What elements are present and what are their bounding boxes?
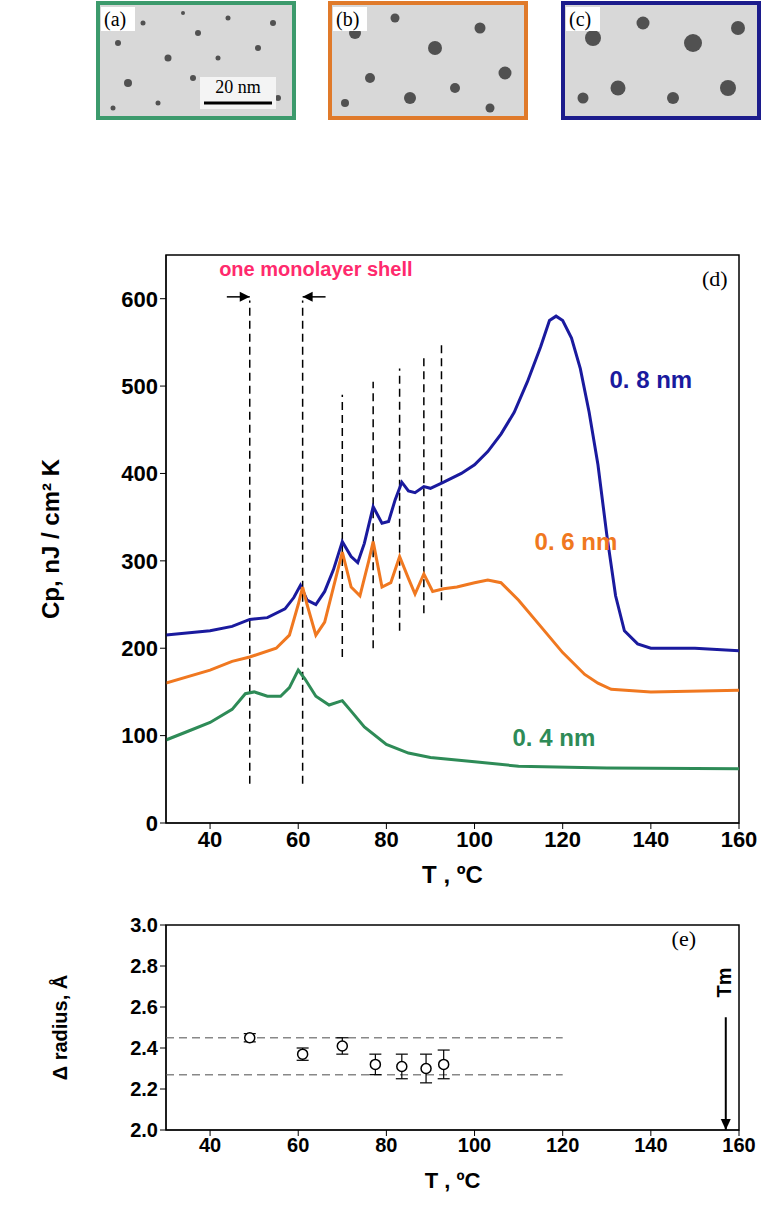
svg-text:(d): (d) [702,266,728,291]
svg-text:Tm: Tm [713,967,735,997]
svg-text:one monolayer shell: one monolayer shell [219,258,412,280]
svg-text:400: 400 [121,461,158,486]
svg-text:100: 100 [456,827,493,852]
svg-text:140: 140 [634,1134,667,1156]
svg-text:100: 100 [458,1134,491,1156]
svg-text:120: 120 [544,827,581,852]
svg-text:0. 4 nm: 0. 4 nm [513,724,596,751]
svg-text:0. 6 nm: 0. 6 nm [535,528,618,555]
svg-text:2.0: 2.0 [130,1119,158,1141]
svg-text:2.2: 2.2 [130,1078,158,1100]
svg-text:160: 160 [721,827,758,852]
svg-text:20 nm: 20 nm [215,77,261,97]
svg-text:600: 600 [121,287,158,312]
svg-text:500: 500 [121,374,158,399]
svg-text:2.4: 2.4 [130,1037,159,1059]
svg-text:3.0: 3.0 [130,914,158,936]
svg-text:Δ radius, Å: Δ radius, Å [48,975,71,1081]
svg-text:80: 80 [375,1134,397,1156]
svg-text:(c): (c) [569,8,591,31]
svg-text:Cp, nJ / cm² K: Cp, nJ / cm² K [37,458,64,619]
svg-text:60: 60 [287,1134,309,1156]
svg-text:60: 60 [286,827,310,852]
svg-text:40: 40 [199,1134,221,1156]
svg-text:300: 300 [121,549,158,574]
svg-text:(e): (e) [672,926,696,951]
svg-text:0. 8 nm: 0. 8 nm [609,366,692,393]
svg-text:100: 100 [121,723,158,748]
svg-text:T , ºC: T , ºC [425,1168,481,1193]
svg-text:0: 0 [146,811,158,836]
svg-text:140: 140 [632,827,669,852]
svg-text:(a): (a) [104,8,126,31]
svg-text:80: 80 [374,827,398,852]
svg-text:T , ºC: T , ºC [422,861,483,888]
svg-text:200: 200 [121,636,158,661]
svg-text:120: 120 [546,1134,579,1156]
svg-text:160: 160 [722,1134,755,1156]
svg-text:(b): (b) [336,8,359,31]
svg-text:2.6: 2.6 [130,996,158,1018]
svg-text:2.8: 2.8 [130,955,158,977]
svg-text:40: 40 [198,827,222,852]
